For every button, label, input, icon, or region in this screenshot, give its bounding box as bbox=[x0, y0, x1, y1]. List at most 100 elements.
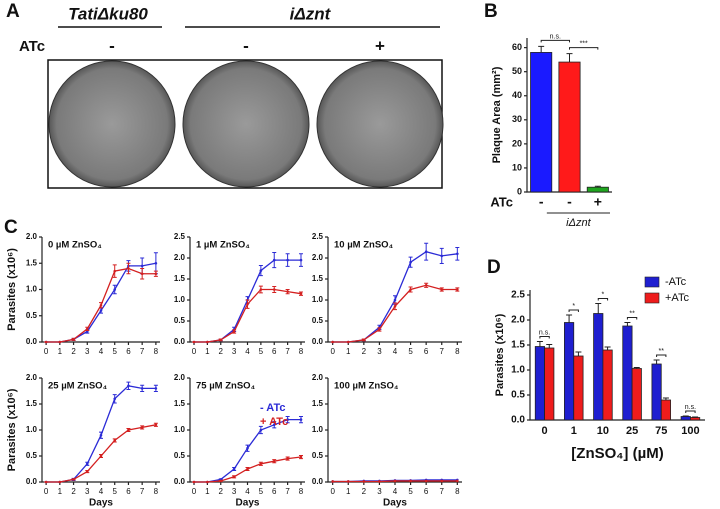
bar bbox=[564, 322, 575, 421]
significance-label: n.s. bbox=[550, 33, 561, 40]
significance-bracket bbox=[568, 309, 579, 312]
significance-label: n.s. bbox=[685, 404, 696, 411]
x-tick-label: 3 bbox=[232, 487, 237, 496]
point bbox=[85, 462, 89, 466]
point bbox=[378, 480, 381, 483]
x-axis-label: Days bbox=[89, 498, 113, 509]
x-tick-label: 0 bbox=[192, 487, 197, 496]
x-tick-label: 7 bbox=[140, 347, 145, 356]
error-bar bbox=[633, 367, 640, 369]
y-axis-label: Parasites (x10⁶) bbox=[494, 313, 506, 396]
y-tick-label: 0.5 bbox=[26, 451, 38, 460]
y-tick-label: 0.5 bbox=[312, 316, 324, 325]
significance-bracket bbox=[539, 336, 550, 339]
point bbox=[424, 250, 428, 253]
significance-bracket bbox=[656, 354, 667, 357]
point bbox=[232, 467, 236, 471]
bar bbox=[586, 186, 609, 193]
x-tick-label: 4 bbox=[245, 347, 250, 356]
bar bbox=[622, 325, 633, 421]
x-tick-label: 8 bbox=[154, 487, 159, 496]
point bbox=[113, 288, 117, 291]
point bbox=[272, 258, 276, 262]
point bbox=[272, 423, 276, 427]
plaque-well bbox=[48, 60, 176, 188]
x-tick-label: 7 bbox=[140, 487, 145, 496]
point bbox=[456, 479, 459, 483]
point bbox=[299, 455, 303, 459]
legend-label: -ATc bbox=[665, 276, 687, 288]
point bbox=[113, 269, 117, 273]
error-bar bbox=[566, 314, 573, 323]
point bbox=[393, 479, 397, 483]
bar bbox=[573, 355, 584, 421]
point bbox=[259, 269, 263, 272]
x-tick-label: 1 bbox=[205, 347, 210, 356]
x-axis-label: Days bbox=[236, 498, 260, 509]
x-tick-label: 5 bbox=[408, 487, 413, 496]
point bbox=[331, 340, 334, 344]
point bbox=[44, 480, 48, 484]
strain-label: iΔznt bbox=[290, 4, 332, 23]
x-tick-label: 1 bbox=[58, 487, 63, 496]
atc-sign: - bbox=[243, 36, 249, 55]
point bbox=[331, 480, 334, 483]
significance-bracket bbox=[597, 298, 609, 301]
x-tick-label: 0 bbox=[542, 425, 548, 437]
error-bar bbox=[566, 53, 573, 63]
y-tick-label: 0.0 bbox=[312, 337, 324, 346]
point bbox=[219, 338, 223, 342]
point bbox=[259, 288, 263, 291]
bar bbox=[534, 346, 545, 421]
point bbox=[299, 292, 303, 296]
y-tick-label: 2.0 bbox=[26, 232, 38, 241]
x-tick-label: 3 bbox=[377, 487, 382, 496]
bar bbox=[544, 347, 555, 421]
x-tick-label: 3 bbox=[85, 347, 90, 356]
y-tick-label: 1.5 bbox=[312, 399, 324, 408]
strain-label: TatiΔku80 bbox=[68, 4, 148, 23]
point bbox=[99, 454, 103, 458]
point bbox=[393, 298, 397, 302]
y-tick-label: 1.5 bbox=[174, 274, 186, 283]
legend-swatch bbox=[644, 276, 660, 288]
point bbox=[154, 261, 158, 265]
x-tick-label: 2 bbox=[219, 347, 224, 356]
point bbox=[424, 479, 428, 483]
x-tick-label: 8 bbox=[299, 487, 304, 496]
x-tick-label: 1 bbox=[346, 347, 351, 356]
x-tick-label: 0 bbox=[330, 347, 335, 356]
y-tick-label: 0.5 bbox=[26, 311, 38, 320]
y-tick-label: 1.0 bbox=[312, 425, 324, 434]
y-tick-label: 1.5 bbox=[174, 399, 186, 408]
point bbox=[440, 288, 444, 291]
x-tick-label: 4 bbox=[99, 347, 104, 356]
point bbox=[113, 439, 117, 442]
significance-label: ** bbox=[629, 310, 635, 317]
point bbox=[272, 288, 276, 291]
atc-label: ATc bbox=[19, 38, 45, 55]
significance-label: * bbox=[602, 291, 605, 298]
axis bbox=[529, 290, 705, 421]
point bbox=[85, 327, 89, 331]
point bbox=[456, 252, 459, 256]
x-tick-label: 5 bbox=[112, 487, 117, 496]
error-bar bbox=[536, 341, 543, 347]
y-tick-label: 0.5 bbox=[174, 316, 186, 325]
point bbox=[58, 340, 62, 344]
group-label: iΔznt bbox=[566, 217, 591, 229]
point bbox=[286, 258, 289, 262]
x-tick-label: 0 bbox=[44, 347, 49, 356]
point bbox=[99, 309, 103, 312]
point bbox=[286, 290, 289, 293]
error-bar bbox=[595, 303, 602, 314]
panel-title: 10 µM ZnSO₄ bbox=[334, 240, 394, 251]
y-tick-label: 50 bbox=[512, 66, 522, 76]
x-tick-label: 7 bbox=[440, 487, 445, 496]
bar bbox=[602, 349, 613, 421]
point bbox=[140, 426, 144, 429]
x-tick-label: 6 bbox=[126, 347, 131, 356]
y-tick-label: 2.5 bbox=[312, 232, 324, 241]
bar bbox=[593, 313, 604, 421]
